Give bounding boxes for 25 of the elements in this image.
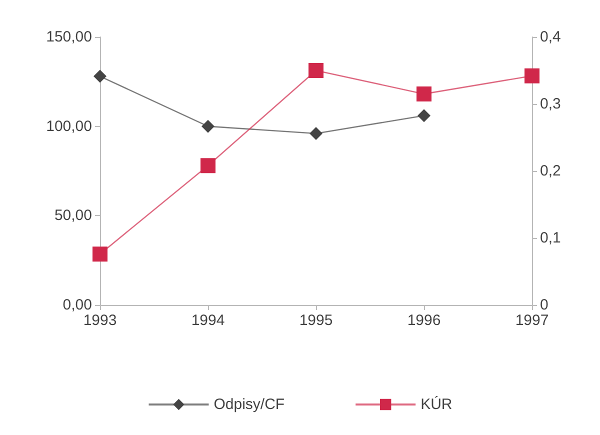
y2-tick-label: 0,1 [540,230,561,246]
x-tick-label: 1993 [83,312,117,329]
point [202,120,214,133]
point [94,70,106,83]
point [92,246,108,262]
x-tick-label: 1995 [299,312,333,329]
point [200,158,216,174]
y-tick-label: 150,00 [46,28,92,46]
point [310,126,322,140]
point [308,63,324,78]
point [524,68,540,84]
y-tick-label: 0,00 [62,296,92,314]
y-tick-label: 100,00 [46,118,92,135]
x-tick-label: 1996 [407,312,441,329]
x-tick-label: 1997 [515,312,549,329]
y2-tick-label: 0,4 [540,28,561,46]
point [416,86,432,102]
y2-tick-label: 0,2 [540,162,561,180]
legend-label: Odpisy/CF [214,396,285,413]
point [418,109,430,122]
y-tick-label: 50,00 [54,207,92,224]
y2-tick-label: 0 [540,296,548,314]
legend-label: KÚR [420,395,452,413]
y2-tick-label: 0,3 [540,96,561,112]
x-tick-label: 1994 [191,312,225,329]
